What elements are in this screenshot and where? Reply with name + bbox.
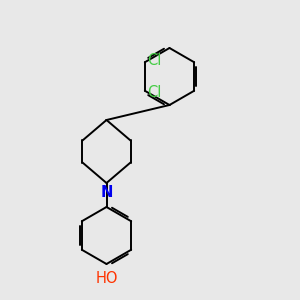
- Text: HO: HO: [95, 271, 118, 286]
- Text: Cl: Cl: [147, 85, 162, 100]
- Text: Cl: Cl: [147, 53, 162, 68]
- Text: N: N: [100, 185, 113, 200]
